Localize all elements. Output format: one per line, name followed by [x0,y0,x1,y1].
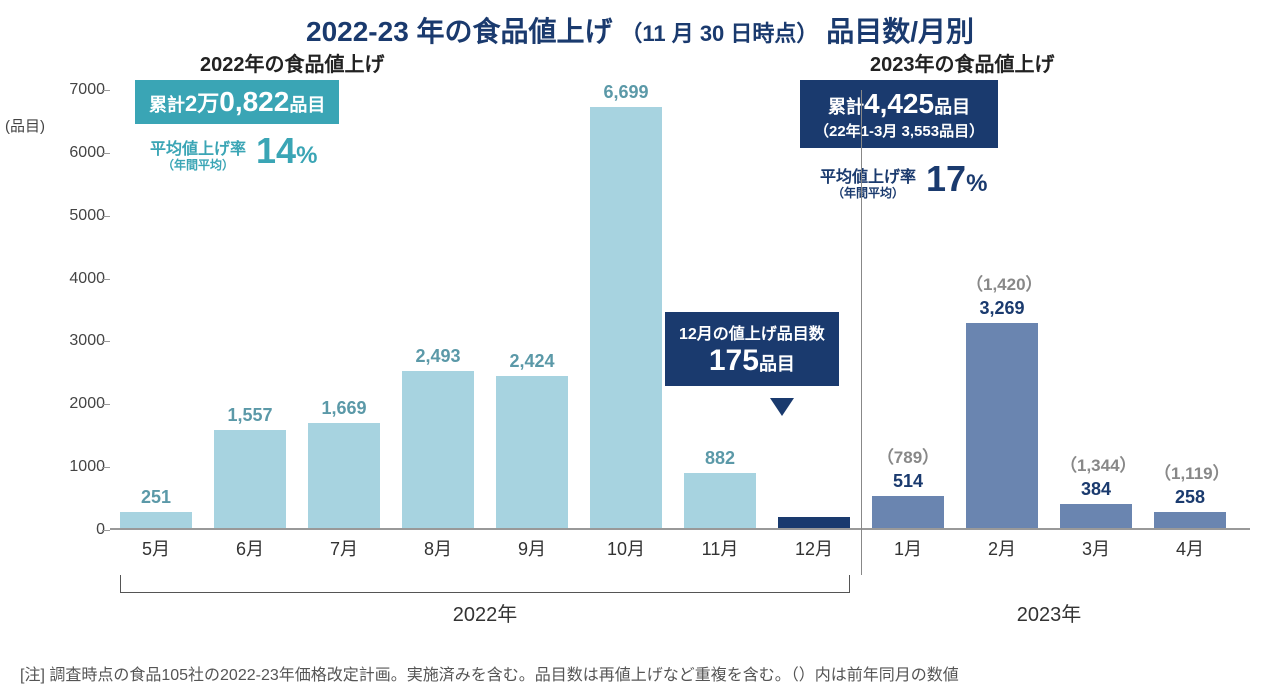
bar: 251 [120,512,192,528]
bar-value-label: 251 [120,487,192,512]
bar-prev-year-label: （789） [872,443,944,468]
bar-value-label: 514 [872,471,944,496]
x-tick-label: 8月 [424,535,452,561]
year-label-2022: 2022年 [453,598,518,627]
y-tick-label: 0 [60,521,105,539]
bar-value-label: 6,699 [590,82,662,107]
bar: 3,269 [966,323,1038,528]
x-tick-label: 12月 [795,535,833,561]
footnote: [注] 調査時点の食品105社の2022-23年価格改定計画。実施済みを含む。品… [20,661,959,685]
bar: 2,493 [402,371,474,528]
bar: 384 [1060,504,1132,528]
y-tick-label: 2000 [60,395,105,413]
bar-prev-year-label: （1,420） [966,270,1038,295]
bar-value-label: 384 [1060,479,1132,504]
year-label-2023: 2023年 [1017,598,1082,627]
bar [778,517,850,528]
chart-title: 2022-23 年の食品値上げ （11 月 30 日時点） 品目数/月別 [0,0,1280,50]
x-tick-label: 11月 [702,535,739,561]
bar-value-label: 1,557 [214,405,286,430]
bar: 1,557 [214,430,286,528]
bar-prev-year-label: （1,119） [1154,459,1226,484]
bar-prev-year-label: （1,344） [1060,451,1132,476]
x-tick-label: 5月 [142,535,170,561]
bar-value-label: 882 [684,448,756,473]
y-tick-label: 6000 [60,144,105,162]
y-tick-label: 3000 [60,332,105,350]
plot-area: 010002000300040005000600070002511,5571,6… [110,90,1250,530]
bar-value-label: 2,493 [402,346,474,371]
bar-value-label: 3,269 [966,298,1038,323]
bar-value-label: 258 [1154,487,1226,512]
bar: 258 [1154,512,1226,528]
december-callout: 12月の値上げ品目数 175品目 [665,312,839,386]
x-tick-label: 6月 [236,535,264,561]
x-tick-label: 3月 [1082,535,1110,561]
bar-value-label: 1,669 [308,398,380,423]
x-tick-label: 2月 [988,535,1016,561]
y-axis-unit: (品目) [5,115,45,136]
bar: 514 [872,496,944,528]
bar: 6,699 [590,107,662,528]
callout-pointer-icon [770,398,794,416]
y-tick-label: 1000 [60,458,105,476]
x-tick-label: 7月 [330,535,358,561]
bar: 1,669 [308,423,380,528]
x-tick-label: 10月 [607,535,645,561]
y-tick-label: 7000 [60,81,105,99]
bar: 882 [684,473,756,528]
x-tick-label: 1月 [894,535,922,561]
x-tick-label: 4月 [1176,535,1204,561]
y-tick-label: 4000 [60,270,105,288]
bar: 2,424 [496,376,568,528]
bar-value-label: 2,424 [496,351,568,376]
x-tick-label: 9月 [518,535,546,561]
y-tick-label: 5000 [60,207,105,225]
